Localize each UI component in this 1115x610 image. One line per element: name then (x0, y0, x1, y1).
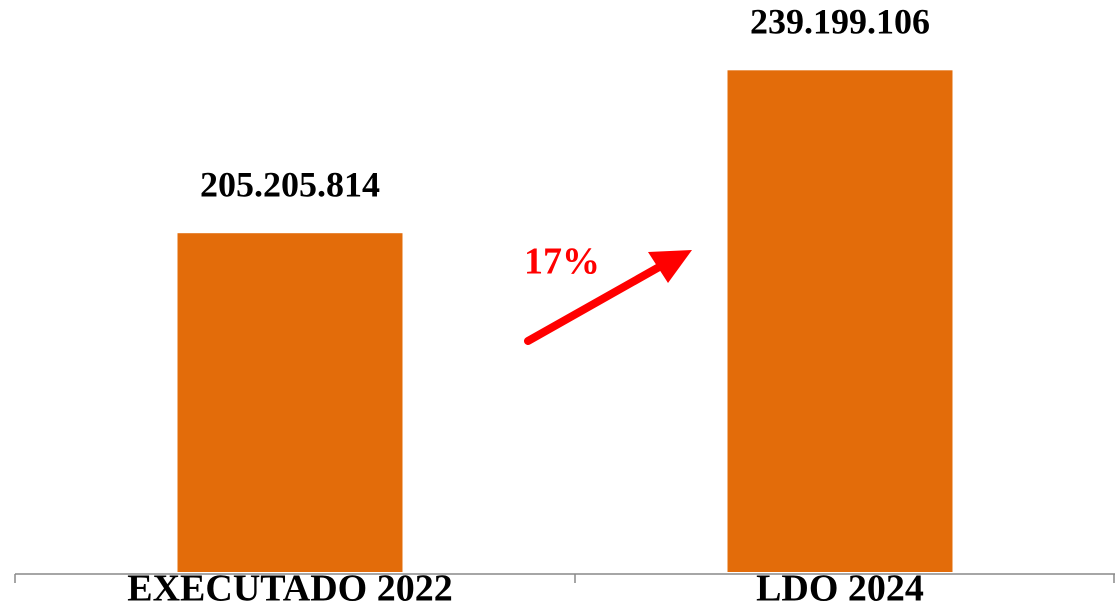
bar (727, 70, 953, 573)
x-tick-label: LDO 2024 (756, 568, 924, 610)
x-tick-label: EXECUTADO 2022 (127, 568, 453, 610)
annotation: 17% (524, 241, 600, 283)
data-label: 239.199.106 (750, 2, 930, 42)
bar (177, 233, 403, 573)
data-label: 205.205.814 (200, 164, 380, 204)
arrow (524, 250, 692, 345)
